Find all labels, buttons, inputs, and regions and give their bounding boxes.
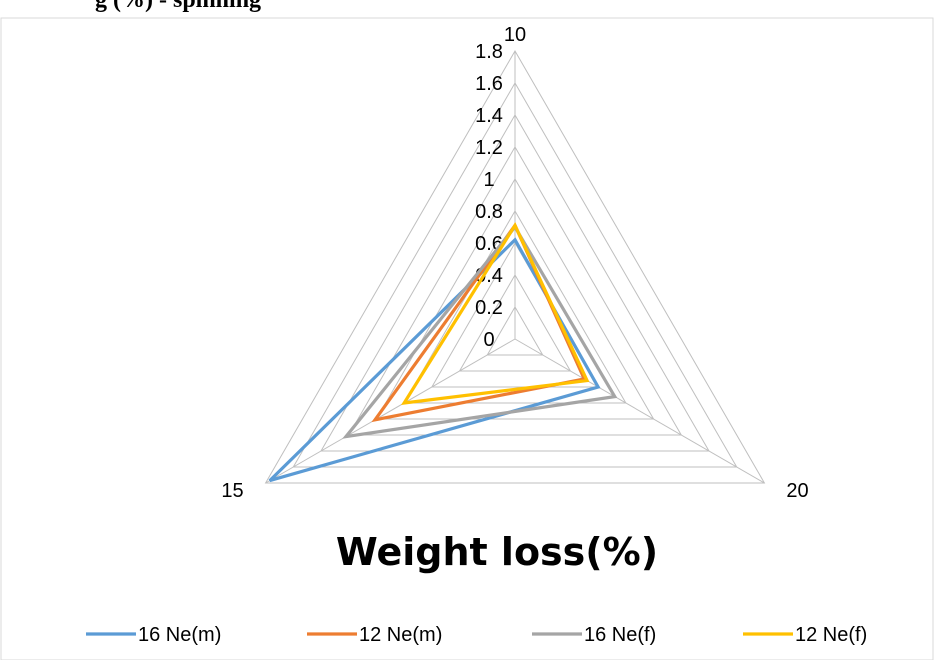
category-label: 20 (786, 480, 808, 502)
radial-tick-labels: 00.20.40.60.811.21.41.61.8 (475, 41, 503, 351)
radial-tick-label: 1.2 (475, 137, 503, 159)
category-label: 15 (221, 480, 243, 502)
radial-tick-label: 1.8 (475, 41, 503, 63)
series-line (401, 222, 590, 405)
radial-tick-label: 1 (483, 169, 494, 191)
legend-label: 12 Ne(m) (359, 624, 442, 646)
radar-spoke (514, 338, 765, 484)
legend: 16 Ne(m) 12 Ne(m) 16 Ne(f) 12 Ne(f) (86, 624, 867, 646)
radial-tick-label: 0 (483, 329, 494, 351)
radar-grid (264, 50, 766, 484)
radar-spokes (265, 51, 765, 484)
grid-ring (320, 113, 710, 452)
grid-ring (264, 50, 766, 484)
grid-ring (458, 273, 572, 372)
series-line (342, 224, 618, 439)
legend-label: 16 Ne(m) (138, 624, 221, 646)
grid-ring (375, 178, 655, 420)
cut-off-caption: g (%) - spinning (95, 0, 262, 13)
grid-ring (486, 306, 544, 356)
series-line (268, 237, 601, 483)
grid-ring (347, 145, 683, 436)
radial-tick-label: 1.6 (475, 73, 503, 95)
radar-spoke (265, 338, 516, 484)
legend-label: 12 Ne(f) (795, 624, 867, 646)
radial-tick-label: 1.4 (475, 105, 503, 127)
radial-tick-label: 0.2 (475, 297, 503, 319)
radial-tick-label: 0.8 (475, 201, 503, 223)
radar-series (268, 222, 618, 483)
chart-border (0, 17, 934, 660)
legend-label: 16 Ne(f) (584, 624, 656, 646)
grid-ring (292, 82, 738, 468)
category-label: 10 (504, 24, 526, 46)
chart-title: Weight loss(%) (336, 530, 658, 574)
grid-ring (403, 210, 627, 404)
